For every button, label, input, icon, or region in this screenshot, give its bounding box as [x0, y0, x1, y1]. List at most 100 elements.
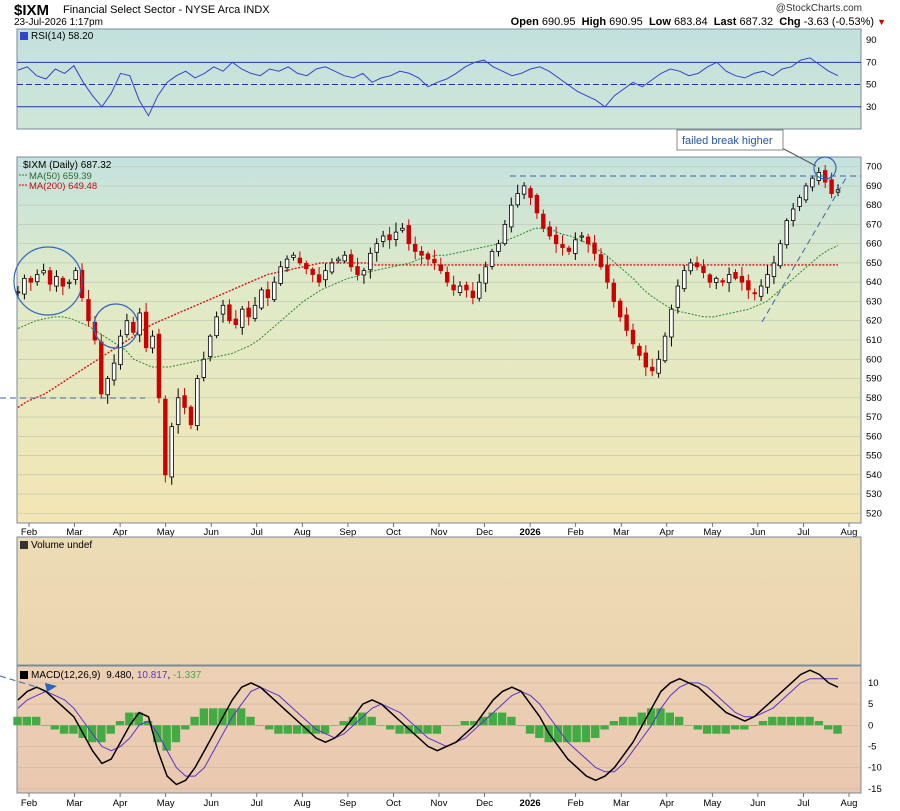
x-tick-label: Mar — [66, 798, 82, 809]
candle-body — [28, 277, 34, 283]
rsi-line — [17, 57, 839, 117]
x-tick-label: Sep — [339, 527, 356, 538]
x-tick-label: Dec — [476, 527, 493, 538]
candle-body — [195, 378, 200, 426]
candle-body — [60, 277, 66, 287]
candle-body — [118, 335, 123, 366]
candle-body — [348, 254, 354, 268]
price-tick-label: 580 — [866, 393, 882, 404]
candle-body — [380, 235, 386, 242]
ma50-legend: MA(50) 659.39 — [29, 171, 92, 182]
quote-date: 23-Jul-2026 1:17pm — [14, 17, 103, 28]
macd-hist-bar — [712, 725, 721, 734]
x-tick-label: 2026 — [520, 527, 541, 538]
macd-hist-bar — [460, 721, 469, 726]
macd-hist-bar — [600, 725, 609, 730]
macd-line — [17, 669, 839, 786]
candle-body — [790, 208, 796, 221]
macd-hist-bar — [292, 725, 302, 734]
candle-body — [784, 220, 789, 246]
candle-body — [496, 243, 501, 252]
macd-tick-label: 5 — [868, 699, 873, 710]
macd-hist-bar — [674, 716, 684, 726]
circle-annotation-jul — [813, 156, 837, 180]
x-tick-label: Apr — [659, 527, 674, 538]
macd-pointer-line — [0, 675, 41, 689]
candle-body — [304, 263, 309, 270]
signal-line — [17, 678, 838, 777]
macd-hist-bar — [730, 725, 740, 730]
candle-body — [175, 397, 181, 426]
macd-hist-bar — [646, 708, 656, 726]
price-tick-label: 540 — [866, 470, 882, 481]
x-tick-label: Oct — [386, 798, 401, 809]
price-tick-label: 690 — [866, 181, 882, 192]
candle-body — [605, 265, 610, 283]
x-tick-label: Feb — [567, 527, 583, 538]
volume-label: Volume undef — [31, 540, 92, 551]
price-tick-label: 620 — [866, 316, 882, 327]
candle-body — [534, 195, 540, 214]
x-tick-label: Mar — [66, 527, 82, 538]
candle-body — [477, 281, 482, 299]
candle-body — [336, 258, 341, 262]
candle-body — [355, 266, 360, 275]
candle-body — [105, 378, 110, 396]
candle-body — [547, 226, 552, 237]
rsi-tick-label: 90 — [866, 35, 877, 46]
macd-hist-bar — [656, 708, 665, 726]
volume-label-swatch — [20, 541, 28, 549]
candle-body — [432, 258, 437, 264]
x-tick-label: Aug — [841, 798, 858, 809]
macd-hist-bar — [50, 725, 59, 730]
macd-hist-bar — [320, 725, 330, 734]
macd-hist-bar — [31, 716, 41, 726]
open-value: 690.95 — [541, 16, 576, 28]
macd-hist-bar — [199, 708, 209, 726]
candle-body — [829, 179, 834, 195]
macd-tick-label: -5 — [868, 741, 876, 752]
candle-body — [246, 307, 251, 318]
price-tick-label: 590 — [866, 374, 882, 385]
volume-panel: Volume undef — [16, 536, 862, 666]
price-tick-label: 570 — [866, 412, 882, 423]
x-tick-label: Aug — [294, 527, 311, 538]
down-triangle-icon: ▼ — [877, 17, 886, 27]
macd-hist-bar — [768, 716, 777, 726]
last-value: 687.32 — [739, 16, 774, 28]
macd-hist-bar — [274, 725, 283, 734]
macd-tick-label: 0 — [868, 720, 873, 731]
x-tick-label: Mar — [613, 798, 629, 809]
candle-body — [445, 271, 450, 283]
x-tick-label: Aug — [294, 798, 311, 809]
candle-body — [182, 395, 187, 408]
macd-legend-sep2: , — [167, 670, 173, 681]
candle-body — [284, 258, 290, 269]
macd-hist-bar — [749, 725, 758, 726]
candle-body — [483, 266, 488, 284]
rsi-y-axis: 90 70 50 30 — [866, 35, 877, 113]
candle-body — [688, 262, 693, 272]
price-tick-label: 640 — [866, 277, 882, 288]
macd-hist-bar — [535, 725, 544, 738]
candle-body — [464, 284, 469, 291]
x-tick-label: Feb — [21, 527, 37, 538]
rsi-background — [16, 28, 862, 130]
macd-hist-bar — [330, 725, 339, 726]
macd-hist-bar — [106, 725, 115, 734]
x-tick-label: Dec — [476, 798, 493, 809]
macd-hist-bar — [162, 725, 171, 751]
candle-body — [150, 335, 155, 349]
candle-body — [387, 234, 392, 241]
x-tick-label: Jul — [251, 527, 263, 538]
rsi-panel: 90 70 50 30 RSI(14) 58.20 — [16, 28, 877, 130]
x-tick-label: Aug — [841, 527, 858, 538]
macd-hist-bar — [348, 716, 358, 726]
macd-hist-bar — [833, 725, 842, 734]
price-tick-label: 530 — [866, 489, 882, 500]
macd-hist-bar — [758, 721, 768, 726]
macd-hist-bar — [171, 725, 181, 743]
macd-hist-bar — [637, 712, 647, 726]
macd-hist-bar — [376, 725, 386, 726]
candle-body — [259, 289, 264, 309]
